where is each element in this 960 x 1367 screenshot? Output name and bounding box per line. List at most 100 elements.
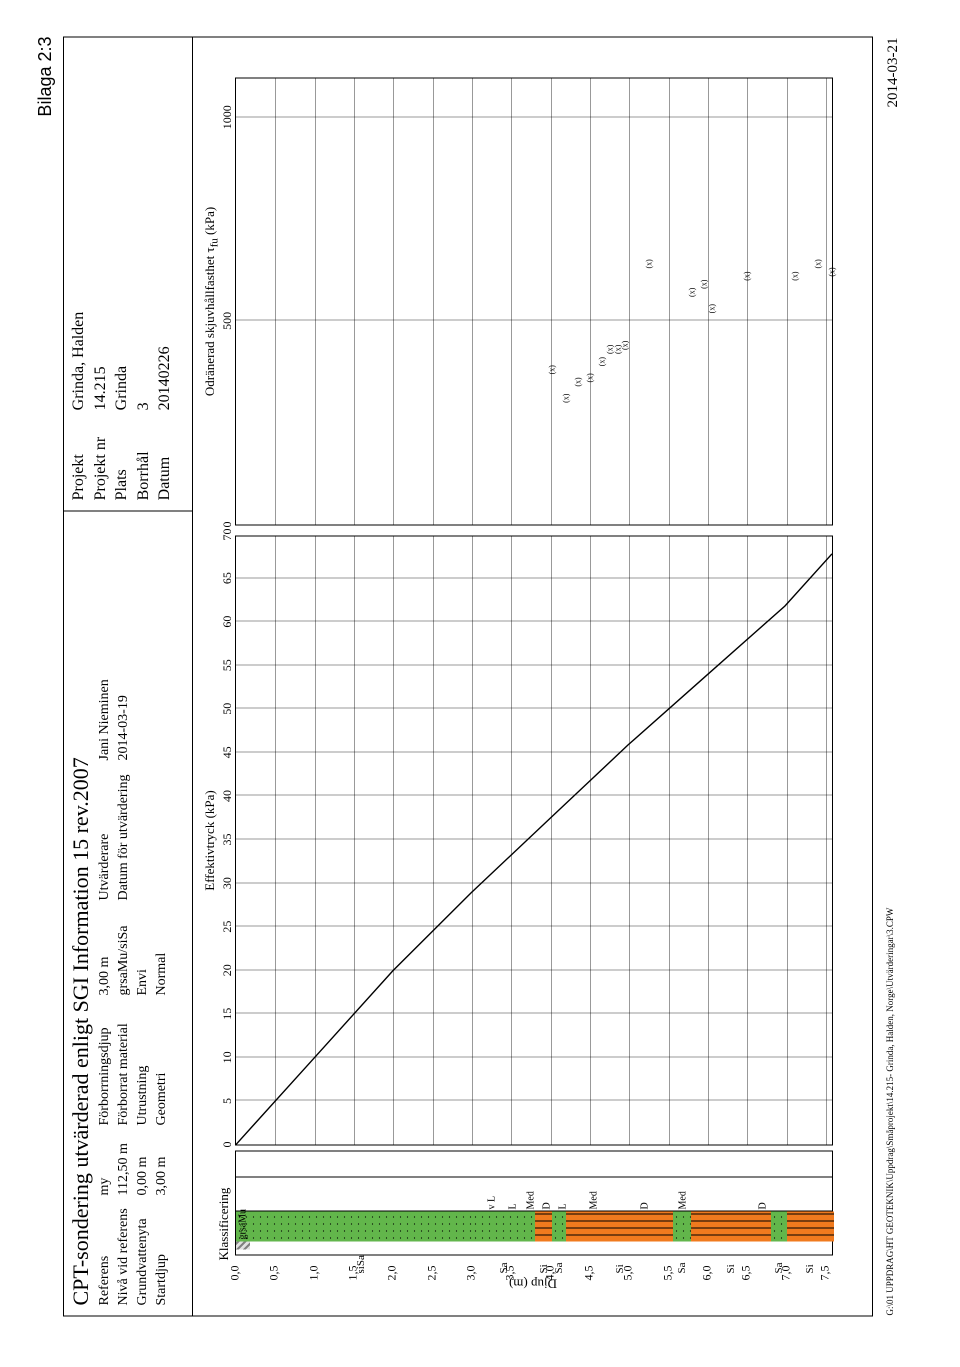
y-tick-label: 4,5 — [582, 1266, 597, 1281]
hdr-value: Grinda — [111, 312, 133, 411]
y-tick-label: 6,0 — [700, 1266, 715, 1281]
klass-segment: Med — [523, 1178, 539, 1212]
data-point: (x) — [621, 341, 630, 350]
data-point: (x) — [548, 365, 557, 374]
klass-label: Si — [538, 1264, 550, 1273]
y-tick-label: 0,5 — [267, 1266, 282, 1281]
klass-segment: Sa — [771, 1212, 787, 1242]
hdr-label: Datum — [154, 410, 176, 500]
klass-label: v L — [486, 1196, 497, 1210]
x-tick-label: 50 — [220, 703, 235, 715]
klass-label: Si — [725, 1264, 737, 1273]
header: CPT-sondering utvärderad enligt SGI Info… — [63, 37, 193, 1317]
klass-label: D — [541, 1202, 552, 1209]
y-tick-label: 1,0 — [306, 1266, 321, 1281]
hdr-label: Geometri — [153, 996, 172, 1126]
classification-col-3 — [236, 1152, 832, 1178]
klass-segment: D — [618, 1178, 673, 1212]
page: Bilaga 2:3 CPT-sondering utvärderad enli… — [0, 0, 960, 1367]
data-point: (x) — [562, 394, 571, 403]
hdr-label: Förborrningsdjup — [96, 996, 115, 1126]
klass-label: Med — [589, 1191, 600, 1209]
hdr-label: Referens — [96, 1196, 115, 1306]
hdr-label: Projekt nr — [90, 410, 112, 500]
shear-strength-chart: Odränerad skjuvhållfasthet τfu (kPa) 050… — [235, 78, 833, 526]
klass-label: Sa — [773, 1263, 785, 1274]
x-tick-label: 5 — [220, 1098, 235, 1104]
y-tick-label: 6,5 — [739, 1266, 754, 1281]
klass-label: siSa — [355, 1255, 367, 1273]
x-tick-label: 45 — [220, 746, 235, 758]
klass-segment: D — [692, 1178, 834, 1212]
footer-path: G:\01 UPPDRAG\HT GEOTEKNIK\Uppdrag\Småpr… — [885, 38, 902, 1316]
hdr-value: 14.215 — [90, 312, 112, 411]
klass-segment: Si — [535, 1212, 552, 1242]
x-tick-label: 70 — [220, 529, 235, 541]
eff-x-title: Effektivtryck (kPa) — [202, 790, 218, 890]
footer-left: G:\01 UPPDRAG\HT GEOTEKNIK\Uppdrag\Småpr… — [885, 908, 902, 1316]
data-point: (x) — [574, 377, 583, 386]
klass-segment: Med — [570, 1178, 617, 1212]
data-point: (x) — [790, 271, 799, 280]
y-tick-label: 5,5 — [660, 1266, 675, 1281]
hdr-label: Projekt — [68, 410, 90, 500]
klass-label: Sa — [553, 1263, 565, 1274]
data-point: (x) — [814, 259, 823, 268]
klass-segment: Sa — [552, 1212, 566, 1242]
x-tick-label: 65 — [220, 572, 235, 584]
klass-segment: Si — [787, 1212, 834, 1242]
klass-segment: D — [539, 1178, 555, 1212]
klass-segment: L — [504, 1178, 524, 1212]
hdr-label: Nivå vid referens — [115, 1196, 134, 1306]
x-tick-label: 500 — [220, 312, 235, 330]
klass-label: L — [557, 1203, 568, 1209]
x-tick-label: 0 — [220, 522, 235, 528]
y-tick-label: 2,0 — [385, 1266, 400, 1281]
x-tick-label: 20 — [220, 964, 235, 976]
classification-col-0 — [236, 1242, 832, 1250]
hdr-value: 20140226 — [154, 312, 176, 411]
chart-body: Djup (m) 0,00,51,01,52,02,53,03,54,04,55… — [193, 37, 873, 1317]
hdr-value: 2014-03-19 — [115, 679, 134, 760]
klass-segment: Si — [691, 1212, 771, 1242]
hdr-value: grsaMu/siSa — [115, 901, 134, 996]
data-point: (x) — [828, 267, 837, 276]
hdr-value: Normal — [153, 901, 172, 996]
x-tick-label: 15 — [220, 1008, 235, 1020]
x-tick-label: 1000 — [220, 105, 235, 129]
classification-panel: Klassificering grsaMusiSaSaSiSaSiSaSiSaS… — [235, 1151, 833, 1256]
data-point: (x) — [700, 280, 709, 289]
klass-label: Si — [614, 1264, 626, 1273]
hdr-value: 3,00 m — [96, 901, 115, 996]
y-tick-label: 2,5 — [424, 1266, 439, 1281]
effective-pressure-chart: Effektivtryck (kPa) 05101520253035404550… — [235, 536, 833, 1146]
klass-label: D — [758, 1202, 769, 1209]
x-tick-label: 0 — [220, 1142, 235, 1148]
data-point: (x) — [743, 271, 752, 280]
klass-segment: Si — [566, 1212, 672, 1242]
x-tick-label: 55 — [220, 659, 235, 671]
klass-segment: Med — [673, 1178, 693, 1212]
klass-label: Med — [526, 1191, 537, 1209]
klass-label: Med — [677, 1191, 688, 1209]
hdr-label: Förborrat material — [115, 996, 134, 1126]
y-tick-label: 0,0 — [228, 1266, 243, 1281]
hdr-value: my — [96, 1126, 115, 1196]
y-tick-label: 7,5 — [818, 1266, 833, 1281]
x-tick-label: 25 — [220, 921, 235, 933]
klass-segment — [236, 1242, 250, 1250]
classification-col-1: grsaMusiSaSaSiSaSiSaSiSaSi — [236, 1211, 832, 1242]
hdr-label: Grundvattenyta — [134, 1196, 153, 1306]
x-tick-label: 60 — [220, 616, 235, 628]
hdr-value: 112,50 m — [115, 1126, 134, 1196]
data-point: (x) — [586, 373, 595, 382]
x-tick-label: 30 — [220, 877, 235, 889]
x-tick-label: 35 — [220, 834, 235, 846]
hdr-value: 3,00 m — [153, 1126, 172, 1196]
klass-label: L — [508, 1203, 519, 1209]
hdr-value: Envi — [134, 901, 153, 996]
hdr-label: Datum för utvärdering — [115, 761, 134, 901]
hdr-label: Borrhål — [133, 410, 155, 500]
hdr-label: Utvärderare — [96, 761, 115, 901]
data-point: (x) — [597, 357, 606, 366]
